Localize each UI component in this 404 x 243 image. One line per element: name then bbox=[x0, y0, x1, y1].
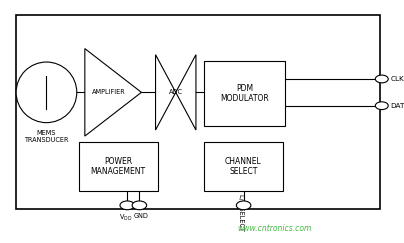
Text: V$_{\rm DD}$: V$_{\rm DD}$ bbox=[119, 213, 132, 223]
Bar bbox=[16, 15, 380, 209]
Text: AMPLIFIER: AMPLIFIER bbox=[92, 89, 126, 95]
Text: PDM
MODULATOR: PDM MODULATOR bbox=[220, 84, 269, 103]
Text: GND: GND bbox=[134, 213, 149, 219]
Text: DATA: DATA bbox=[391, 103, 404, 109]
Text: CHANNEL
SELECT: CHANNEL SELECT bbox=[225, 157, 262, 176]
Text: CLK: CLK bbox=[391, 76, 404, 82]
Polygon shape bbox=[156, 55, 176, 130]
Polygon shape bbox=[176, 55, 196, 130]
Text: ADC: ADC bbox=[169, 89, 183, 95]
Text: www.cntronics.com: www.cntronics.com bbox=[238, 224, 312, 233]
Text: L/R SELECT: L/R SELECT bbox=[238, 194, 244, 231]
Ellipse shape bbox=[16, 62, 77, 123]
Bar bbox=[204, 61, 285, 126]
Bar bbox=[79, 142, 158, 191]
Bar bbox=[204, 142, 283, 191]
Circle shape bbox=[120, 201, 135, 210]
Circle shape bbox=[375, 102, 388, 110]
Circle shape bbox=[236, 201, 251, 210]
Polygon shape bbox=[85, 49, 141, 136]
Circle shape bbox=[132, 201, 147, 210]
Text: POWER
MANAGEMENT: POWER MANAGEMENT bbox=[90, 157, 146, 176]
Text: MEMS
TRANSDUCER: MEMS TRANSDUCER bbox=[24, 130, 69, 143]
Circle shape bbox=[375, 75, 388, 83]
